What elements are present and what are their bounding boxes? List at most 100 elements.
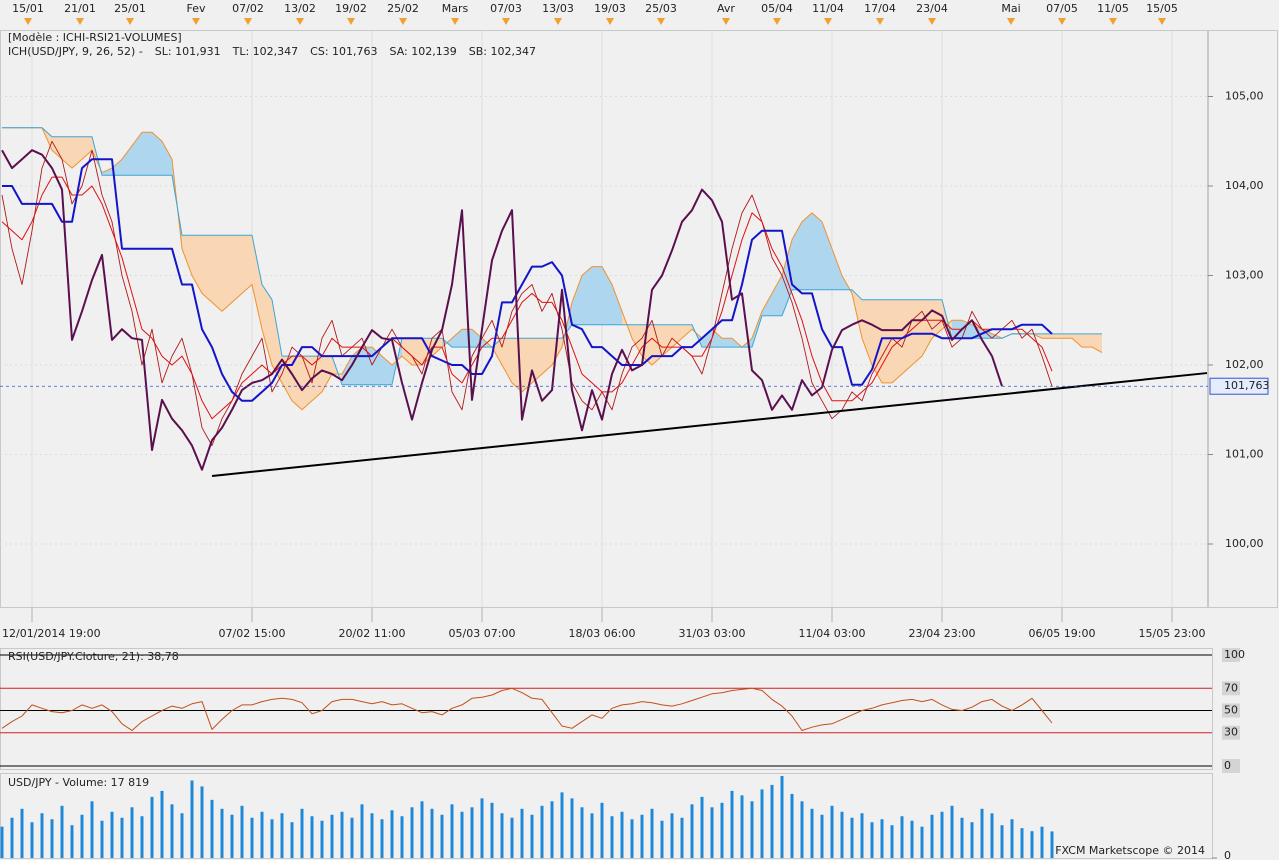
volume-bar [450, 804, 454, 858]
x-tick-label: 05/03 07:00 [449, 627, 516, 640]
volume-bar [600, 802, 604, 858]
x2-tick-label: Avr [717, 2, 735, 15]
volume-bar [680, 817, 684, 858]
volume-bar [230, 814, 234, 858]
volume-bar [350, 817, 354, 858]
cloud [502, 338, 512, 383]
series-line [1, 176, 1053, 420]
x2-tick-label: 25/03 [645, 2, 677, 15]
y-tick-label: 101,00 [1225, 448, 1264, 461]
x2-tick-label: 13/03 [542, 2, 574, 15]
volume-bar [990, 813, 994, 858]
volume-bar [340, 811, 344, 858]
cloud [642, 324, 652, 366]
volume-bar [360, 804, 364, 858]
x2-tick-label: 15/01 [12, 2, 44, 15]
volume-bar [1000, 825, 1004, 858]
x-tick-label: 06/05 19:00 [1029, 627, 1096, 640]
cloud [142, 132, 152, 176]
panel-title: USD/JPY - Volume: 17 819 [8, 776, 149, 789]
volume-bar [50, 819, 54, 858]
x-tick-label: 11/04 03:00 [799, 627, 866, 640]
x2-tick-marker [554, 18, 562, 25]
x2-tick-marker [876, 18, 884, 25]
x2-tick-label: 11/04 [812, 2, 844, 15]
cloud [962, 320, 972, 339]
x2-tick-marker [1109, 18, 1117, 25]
x2-tick-marker [192, 18, 200, 25]
cloud [452, 329, 462, 348]
cloud [682, 324, 692, 339]
volume-bar [900, 816, 904, 858]
x2-tick-marker [1007, 18, 1015, 25]
volume-bar [140, 816, 144, 858]
cloud [82, 136, 92, 160]
cloud [802, 212, 812, 290]
volume-bar [940, 811, 944, 858]
volume-bar [660, 820, 664, 858]
x2-tick-label: Fev [186, 2, 205, 15]
volume-bar [460, 811, 464, 858]
volume-bar [500, 813, 504, 858]
legend-entry: SB: 102,347 [469, 45, 536, 58]
volume-bar [300, 808, 304, 858]
volume-bar [150, 796, 154, 858]
panel-title: RSI(USD/JPY.Cloture, 21): 38,78 [8, 650, 179, 663]
volume-bar [840, 811, 844, 858]
volume-bar [250, 817, 254, 858]
cloud [662, 324, 672, 357]
cloud [1062, 333, 1072, 339]
cloud [252, 235, 262, 330]
x2-tick-label: Mars [442, 2, 469, 15]
cloud [592, 266, 602, 325]
volume-bar [570, 798, 574, 858]
volume-bar [880, 819, 884, 858]
x-tick-label: 18/03 06:00 [569, 627, 636, 640]
volume-bar [0, 826, 4, 858]
series-line [2, 158, 1053, 402]
volume-bar [970, 822, 974, 858]
volume-bar [860, 813, 864, 858]
x2-tick-label: 11/05 [1097, 2, 1129, 15]
cloud [782, 239, 792, 316]
cloud [612, 284, 622, 325]
volume-bar [10, 817, 14, 858]
volume-bar [20, 808, 24, 858]
x2-tick-label: 17/04 [864, 2, 896, 15]
x-tick-label: 20/02 11:00 [339, 627, 406, 640]
volume-bar [80, 814, 84, 858]
x2-tick-label: 25/01 [114, 2, 146, 15]
y-tick-label: 104,00 [1225, 179, 1264, 192]
volume-bar [730, 790, 734, 858]
volume-bar [390, 810, 394, 858]
y-tick-label: 70 [1224, 681, 1238, 694]
tick-label-box [1222, 647, 1240, 662]
last-price-label: 101,763 [1224, 379, 1270, 392]
y-tick-label: 0 [1224, 849, 1231, 860]
x2-tick-marker [824, 18, 832, 25]
volume-bar [770, 784, 774, 858]
trendline [211, 372, 1208, 477]
x2-tick-marker [1058, 18, 1066, 25]
y-tick-label: 50 [1224, 703, 1238, 716]
volume-bar [850, 817, 854, 858]
volume-bar [270, 819, 274, 858]
tick-label-box [1222, 725, 1240, 740]
volume-bar [870, 822, 874, 858]
cloud [262, 284, 272, 366]
volume-bar [560, 792, 564, 858]
cloud [242, 235, 252, 294]
volume-bar [890, 825, 894, 858]
x2-tick-label: 25/02 [387, 2, 419, 15]
volume-bar [1050, 831, 1054, 858]
volume-bar [550, 801, 554, 858]
cloud [232, 235, 242, 303]
volume-bar [70, 825, 74, 858]
cloud [532, 338, 542, 383]
series-line [1, 149, 1003, 471]
x2-tick-marker [657, 18, 665, 25]
y-tick-label: 102,00 [1225, 358, 1264, 371]
